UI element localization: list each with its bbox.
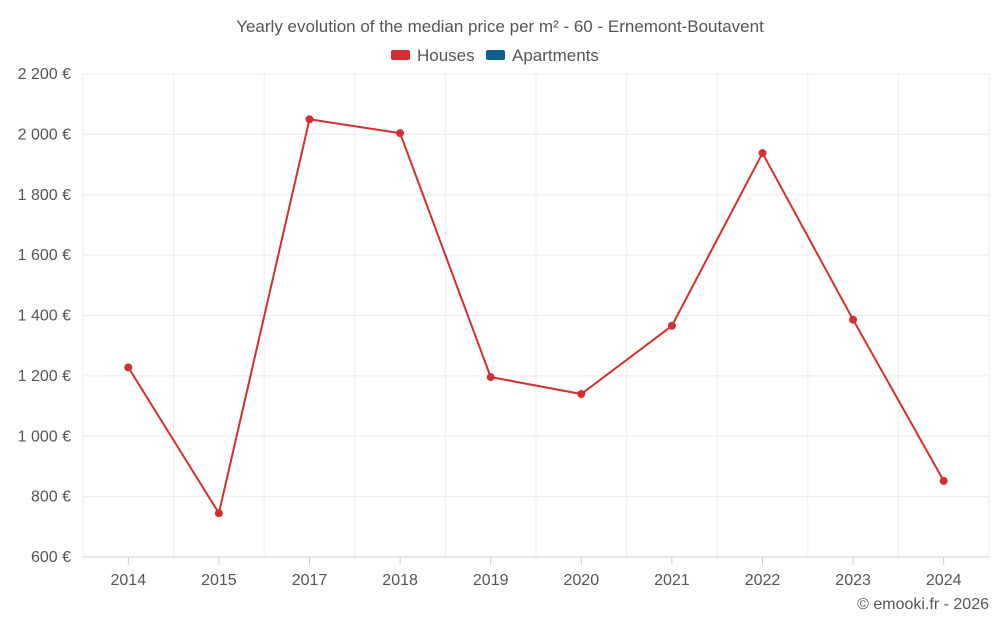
y-tick-label: 2 000 € (18, 126, 71, 143)
x-tick-label: 2024 (926, 572, 962, 589)
data-point-houses[interactable] (577, 389, 586, 398)
y-tick-label: 1 200 € (18, 368, 71, 385)
x-tick-label: 2014 (111, 572, 147, 589)
data-point-houses[interactable] (486, 373, 495, 382)
y-tick-label: 600 € (31, 549, 71, 566)
legend-item-houses[interactable]: Houses (391, 46, 475, 65)
y-tick-label: 1 800 € (18, 187, 71, 204)
legend: Houses Apartments (391, 46, 599, 65)
legend-swatch-apartments (486, 50, 505, 60)
x-tick-label: 2018 (382, 572, 418, 589)
data-point-houses[interactable] (939, 476, 948, 485)
x-tick-label: 2020 (564, 572, 600, 589)
y-tick-label: 1 400 € (18, 308, 71, 325)
data-point-houses[interactable] (667, 321, 676, 330)
series-line-houses (127, 118, 945, 516)
legend-label-apartments: Apartments (512, 46, 599, 65)
y-tick-label: 800 € (31, 489, 71, 506)
x-tick-label: 2023 (835, 572, 871, 589)
data-point-houses[interactable] (305, 115, 314, 124)
data-point-houses[interactable] (124, 363, 133, 372)
x-tick-label: 2015 (201, 572, 237, 589)
chart-title: Yearly evolution of the median price per… (236, 17, 764, 36)
x-tick-label: 2019 (473, 572, 509, 589)
y-tick-label: 1 000 € (18, 428, 71, 445)
x-tick-label: 2017 (292, 572, 328, 589)
data-point-houses[interactable] (758, 149, 767, 158)
x-tick-label: 2021 (654, 572, 690, 589)
legend-label-houses: Houses (417, 46, 475, 65)
y-axis: 600 € 800 € 1 000 € 1 200 € 1 400 € 1 600 € 1 … (18, 66, 71, 566)
grid (82, 73, 990, 558)
data-point-houses[interactable] (849, 315, 858, 324)
y-tick-label: 1 600 € (18, 247, 71, 264)
x-axis: 2014 2015 2017 2018 2019 2020 2021 2022 2023 2024 (83, 556, 989, 589)
x-tick-label: 2022 (745, 572, 781, 589)
data-point-houses[interactable] (214, 509, 223, 518)
data-point-houses[interactable] (396, 129, 405, 138)
legend-item-apartments[interactable]: Apartments (486, 46, 599, 65)
plot-area (124, 115, 948, 518)
credit-text: © emooki.fr - 2026 (857, 596, 989, 613)
legend-swatch-houses (391, 50, 410, 60)
y-tick-label: 2 200 € (18, 66, 71, 83)
